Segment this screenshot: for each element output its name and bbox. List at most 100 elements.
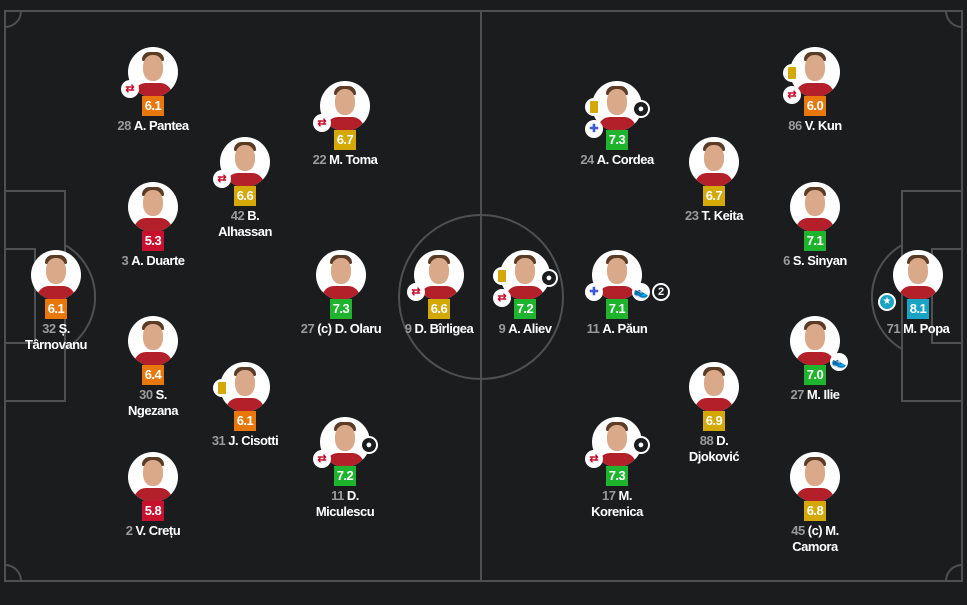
player-avatar[interactable] [316,250,366,300]
assist-count-badge: 2 [652,283,670,301]
player-card[interactable]: 6.7 23 T. Keita [654,137,774,224]
player-card[interactable]: ⇄ 6.0 86 V. Kun [755,47,875,134]
player-card[interactable]: ★ 8.1 71 M. Popa [858,250,967,337]
player-card[interactable]: 6.8 45 (c) M. Camora [755,452,875,555]
player-card[interactable]: ⇄ 6.6 9 D. Bîrligea [379,250,499,337]
player-number: 42 [230,208,245,223]
player-avatar[interactable] [689,362,739,412]
player-label[interactable]: 42 B. Alhassan [209,208,281,240]
player-card[interactable]: 👟 7.0 27 M. Ilie [755,316,875,403]
player-card[interactable]: 7.1 6 S. Sinyan [755,182,875,269]
player-label[interactable]: 23 T. Keita [654,208,774,224]
player-label[interactable]: 27 (c) D. Olaru [281,321,401,337]
avatar-shirt [796,83,834,97]
player-card[interactable]: ⇄ 6.1 28 A. Pantea [93,47,213,134]
avatar-face [335,89,355,115]
goal-icon: ● [540,269,558,287]
avatar-face [335,425,355,451]
avatar-shirt [226,173,264,187]
player-name: J. Cisotti [228,433,279,448]
player-label[interactable]: 3 A. Duarte [93,253,213,269]
player-avatar[interactable] [790,452,840,502]
player-avatar[interactable] [893,250,943,300]
player-card[interactable]: ✚ 👟 2 7.1 11 A. Păun [557,250,677,337]
avatar-shirt [899,286,937,300]
player-number: 6 [783,253,790,268]
avatar-face [805,55,825,81]
player-rating: 5.8 [142,501,164,521]
corner-arc [945,10,963,28]
player-name: Ș. Târnovanu [25,321,87,352]
player-name: M. Korenica [591,488,643,519]
player-card[interactable]: 6.1 32 Ș. Târnovanu [0,250,116,353]
player-card[interactable]: ⇄ 6.6 42 B. Alhassan [185,137,305,240]
player-label[interactable]: 27 M. Ilie [755,387,875,403]
player-label[interactable]: 88 D. Djoković [678,433,750,465]
avatar-face [607,89,627,115]
player-label[interactable]: 45 (c) M. Camora [779,523,851,555]
player-rating: 7.2 [514,299,536,319]
player-rating: 5.3 [142,231,164,251]
yellow-card-icon [213,379,231,397]
goal-icon: ● [360,436,378,454]
player-card[interactable]: 5.3 3 A. Duarte [93,182,213,269]
player-avatar[interactable] [414,250,464,300]
avatar-shirt [420,286,458,300]
player-label[interactable]: 11 A. Păun [557,321,677,337]
assist-icon: 👟 [830,353,848,371]
player-label[interactable]: 71 M. Popa [858,321,967,337]
player-label[interactable]: 6 S. Sinyan [755,253,875,269]
player-label[interactable]: 2 V. Crețu [93,523,213,539]
avatar-shirt [326,117,364,131]
avatar-face [908,258,928,284]
player-card[interactable]: ● ✚ 7.3 24 A. Cordea [557,81,677,168]
player-rating: 8.1 [907,299,929,319]
player-avatar[interactable] [128,452,178,502]
player-avatar[interactable] [790,182,840,232]
avatar-face [515,258,535,284]
player-label[interactable]: 32 Ș. Târnovanu [20,321,92,353]
player-label[interactable]: 86 V. Kun [755,118,875,134]
player-avatar[interactable] [689,137,739,187]
avatar-shirt [134,488,172,502]
player-card[interactable]: 6.9 88 D. Djoković [654,362,774,465]
player-rating: 6.0 [804,96,826,116]
player-label[interactable]: 11 D. Miculescu [309,488,381,520]
player-name: M. Popa [903,321,950,336]
player-avatar[interactable] [31,250,81,300]
player-number: 71 [886,321,901,336]
player-label[interactable]: 24 A. Cordea [557,152,677,168]
player-name: A. Duarte [131,253,185,268]
player-card[interactable]: 6.4 30 S. Ngezana [93,316,213,419]
player-label[interactable]: 9 D. Bîrligea [379,321,499,337]
player-number: 88 [699,433,714,448]
player-label[interactable]: 9 A. Aliev [465,321,585,337]
player-number: 45 [791,523,805,538]
avatar-face [607,425,627,451]
player-card[interactable]: ⇄ ● 7.2 11 D. Miculescu [285,417,405,520]
player-card[interactable]: ⇄ 6.7 22 M. Toma [285,81,405,168]
player-label[interactable]: 31 J. Cisotti [185,433,305,449]
player-avatar[interactable] [128,182,178,232]
player-card[interactable]: 5.8 2 V. Crețu [93,452,213,539]
player-card[interactable]: ⇄ ● 7.3 17 M. Korenica [557,417,677,520]
player-number: 22 [312,152,327,167]
player-label[interactable]: 22 M. Toma [285,152,405,168]
player-name: A. Păun [602,321,648,336]
player-avatar[interactable] [128,316,178,366]
player-number: 23 [685,208,699,223]
player-label[interactable]: 17 M. Korenica [581,488,653,520]
player-label[interactable]: 30 S. Ngezana [117,387,189,419]
player-number: 27 [790,387,804,402]
player-card[interactable]: ● ⇄ 7.2 9 A. Aliev [465,250,585,337]
yellow-card-icon [783,64,801,82]
player-card[interactable]: 6.1 31 J. Cisotti [185,362,305,449]
player-label[interactable]: 28 A. Pantea [93,118,213,134]
player-rating: 7.3 [606,130,628,150]
player-card[interactable]: 7.3 27 (c) D. Olaru [281,250,401,337]
player-name: M. Ilie [806,387,840,402]
avatar-face [607,258,627,284]
player-avatar[interactable] [128,47,178,97]
player-name: B. Alhassan [218,208,272,239]
goal-icon: ● [632,100,650,118]
